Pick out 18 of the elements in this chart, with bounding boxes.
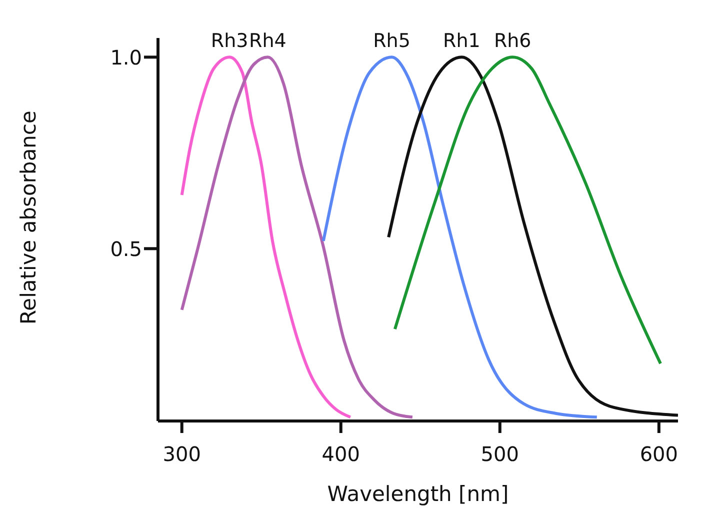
y-tick-label: 1.0 bbox=[110, 45, 142, 70]
line-series bbox=[180, 56, 352, 419]
x-tick-label: 500 bbox=[480, 442, 519, 466]
x-axis-title: Wavelength [nm] bbox=[327, 482, 509, 506]
x-tick-label: 600 bbox=[640, 442, 678, 466]
series-label: Rh6 bbox=[494, 30, 532, 52]
y-tick-label: 0.5 bbox=[110, 236, 142, 261]
series-label: Rh1 bbox=[443, 30, 480, 52]
series-label: Rh4 bbox=[249, 30, 286, 52]
line-series bbox=[180, 56, 414, 419]
x-tick-label: 400 bbox=[322, 442, 360, 466]
x-tick-label: 300 bbox=[162, 442, 201, 466]
line-series bbox=[322, 56, 598, 419]
series-label: Rh5 bbox=[373, 30, 410, 52]
series-label: Rh3 bbox=[210, 30, 248, 52]
y-axis-title: Relative absorbance bbox=[16, 110, 40, 324]
line-series bbox=[393, 56, 662, 366]
line-series bbox=[387, 56, 678, 417]
